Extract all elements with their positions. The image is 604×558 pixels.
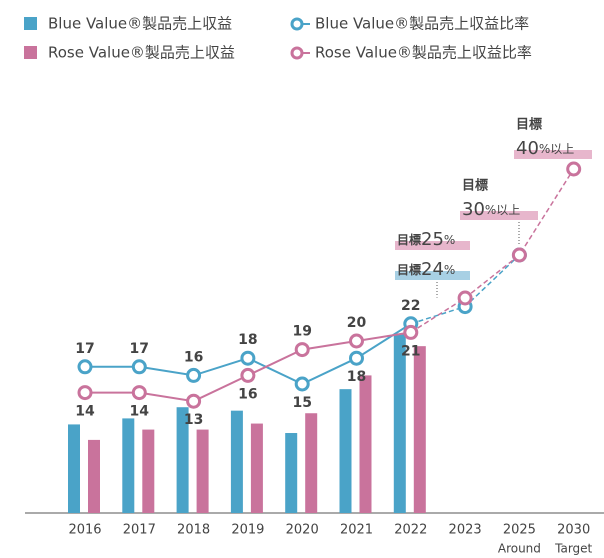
target-number: 40 bbox=[516, 138, 539, 159]
bar bbox=[250, 423, 263, 513]
data-label: 17 bbox=[130, 341, 149, 357]
target-prefix: 目標 bbox=[397, 232, 421, 247]
line-marker bbox=[349, 333, 364, 349]
x-tick-sublabel: Around bbox=[498, 542, 541, 556]
line-marker bbox=[511, 247, 527, 263]
bar bbox=[230, 410, 243, 513]
x-tick-label: 2017 bbox=[123, 523, 156, 538]
target-number: 25 bbox=[421, 229, 444, 250]
line-marker bbox=[294, 342, 310, 358]
target-prefix: 目標 bbox=[462, 178, 488, 194]
line-marker bbox=[77, 385, 93, 401]
target-value: 目標24% bbox=[397, 259, 455, 280]
target-value: 30%以上 bbox=[462, 199, 520, 220]
data-label: 17 bbox=[75, 341, 94, 357]
projection-line bbox=[410, 168, 575, 334]
x-tick-label: 2020 bbox=[286, 523, 319, 538]
data-label: 13 bbox=[184, 412, 203, 428]
line-marker bbox=[131, 385, 147, 401]
legend-marker bbox=[290, 17, 304, 31]
data-label: 20 bbox=[347, 315, 367, 331]
line-marker bbox=[186, 367, 202, 383]
bar bbox=[68, 424, 80, 513]
line-marker bbox=[403, 324, 419, 340]
target-annotation: 目標24% bbox=[395, 259, 470, 298]
line-marker bbox=[457, 290, 473, 306]
target-value: 目標25% bbox=[397, 229, 455, 250]
data-label: 16 bbox=[184, 349, 203, 365]
target-annotation: 目標25% bbox=[395, 229, 470, 250]
legend-swatch bbox=[24, 17, 37, 30]
bar bbox=[413, 346, 426, 513]
data-label: 15 bbox=[292, 395, 311, 411]
line-marker bbox=[131, 359, 147, 375]
line-marker bbox=[77, 359, 93, 375]
bar bbox=[142, 429, 155, 513]
bar bbox=[196, 429, 209, 513]
bar bbox=[122, 418, 135, 513]
x-tick-label: 2016 bbox=[68, 523, 101, 538]
line-marker bbox=[240, 367, 256, 383]
x-tick-sublabel: Target bbox=[554, 542, 592, 556]
target-highlight bbox=[460, 211, 538, 220]
x-tick-label: 2019 bbox=[231, 523, 264, 538]
line-marker bbox=[566, 161, 582, 177]
x-tick-label: 2023 bbox=[449, 523, 482, 538]
target-number: 24 bbox=[421, 259, 444, 280]
legend-label: Rose Value®製品売上収益 bbox=[48, 44, 235, 62]
x-tick-label: 2025 bbox=[503, 523, 536, 538]
bar bbox=[176, 407, 189, 513]
data-label: 21 bbox=[401, 343, 420, 359]
target-value: 40%以上 bbox=[516, 138, 574, 159]
data-label: 14 bbox=[75, 404, 95, 420]
bar bbox=[305, 413, 318, 513]
bar bbox=[339, 389, 352, 513]
legend-marker bbox=[290, 46, 304, 60]
target-number: 30 bbox=[462, 199, 485, 220]
data-label: 22 bbox=[401, 298, 420, 314]
x-tick-label: 2030 bbox=[557, 523, 590, 538]
bar bbox=[88, 439, 100, 513]
data-label: 14 bbox=[130, 404, 150, 420]
target-unit: %以上 bbox=[485, 203, 520, 217]
target-unit: %以上 bbox=[539, 142, 574, 156]
data-label: 18 bbox=[347, 369, 366, 385]
target-highlight bbox=[514, 150, 592, 159]
target-unit: % bbox=[444, 233, 455, 247]
data-label: 16 bbox=[238, 386, 257, 402]
x-tick-label: 2022 bbox=[394, 523, 427, 538]
target-prefix: 目標 bbox=[397, 262, 421, 277]
bar bbox=[285, 433, 298, 513]
target-highlight bbox=[395, 241, 470, 250]
data-label: 19 bbox=[292, 324, 311, 340]
line-marker bbox=[349, 350, 364, 366]
target-unit: % bbox=[444, 263, 455, 277]
target-prefix: 目標 bbox=[516, 117, 542, 133]
legend-swatch bbox=[24, 46, 37, 59]
bar bbox=[359, 375, 372, 513]
x-tick-label: 2018 bbox=[177, 523, 210, 538]
line-marker bbox=[294, 376, 310, 392]
legend-label: Rose Value®製品売上収益比率 bbox=[315, 44, 532, 62]
bar bbox=[393, 334, 406, 513]
target-annotation: 目標 30%以上 bbox=[460, 178, 538, 246]
legend-label: Blue Value®製品売上収益比率 bbox=[315, 15, 529, 33]
legend-label: Blue Value®製品売上収益 bbox=[48, 15, 232, 33]
line-marker bbox=[186, 393, 202, 409]
x-tick-label: 2021 bbox=[340, 523, 373, 538]
target-highlight bbox=[395, 271, 470, 280]
line-marker bbox=[240, 350, 256, 366]
target-annotation: 目標 40%以上 bbox=[514, 117, 592, 159]
data-label: 18 bbox=[238, 332, 257, 348]
